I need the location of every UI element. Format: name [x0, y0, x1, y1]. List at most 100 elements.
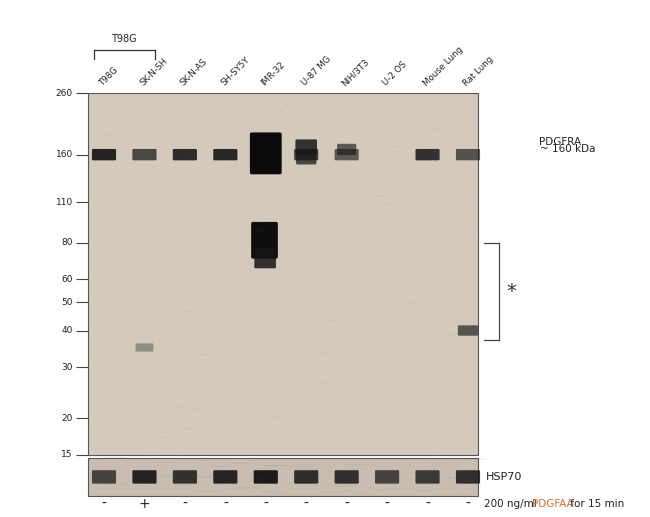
FancyBboxPatch shape — [389, 446, 395, 447]
FancyBboxPatch shape — [171, 130, 180, 131]
FancyBboxPatch shape — [157, 424, 162, 425]
FancyBboxPatch shape — [154, 465, 177, 466]
FancyBboxPatch shape — [187, 428, 194, 430]
FancyBboxPatch shape — [263, 465, 285, 466]
Text: 60: 60 — [61, 275, 73, 284]
FancyBboxPatch shape — [475, 485, 482, 487]
FancyBboxPatch shape — [254, 470, 278, 484]
FancyBboxPatch shape — [294, 149, 318, 160]
Text: Mouse Lung: Mouse Lung — [421, 45, 464, 88]
FancyBboxPatch shape — [294, 470, 318, 484]
FancyBboxPatch shape — [252, 479, 271, 480]
FancyBboxPatch shape — [214, 229, 217, 230]
Text: U-2 OS: U-2 OS — [381, 60, 408, 88]
FancyBboxPatch shape — [188, 269, 198, 270]
Text: T98G: T98G — [98, 65, 120, 88]
FancyBboxPatch shape — [464, 459, 487, 460]
FancyBboxPatch shape — [456, 149, 480, 160]
FancyBboxPatch shape — [177, 149, 185, 150]
FancyBboxPatch shape — [240, 391, 242, 392]
FancyBboxPatch shape — [274, 417, 280, 419]
FancyBboxPatch shape — [88, 458, 478, 496]
FancyBboxPatch shape — [347, 464, 364, 465]
FancyBboxPatch shape — [180, 421, 183, 422]
Text: PDGFAA: PDGFAA — [532, 499, 573, 509]
FancyBboxPatch shape — [200, 354, 207, 356]
FancyBboxPatch shape — [353, 282, 362, 283]
Text: -: - — [183, 497, 187, 511]
FancyBboxPatch shape — [350, 468, 369, 469]
FancyBboxPatch shape — [268, 493, 285, 494]
FancyBboxPatch shape — [337, 144, 356, 155]
FancyBboxPatch shape — [159, 475, 176, 476]
FancyBboxPatch shape — [231, 463, 252, 464]
FancyBboxPatch shape — [393, 146, 399, 148]
Text: 50: 50 — [61, 298, 73, 307]
FancyBboxPatch shape — [161, 153, 163, 155]
FancyBboxPatch shape — [209, 466, 226, 467]
FancyBboxPatch shape — [404, 163, 411, 164]
FancyBboxPatch shape — [122, 170, 125, 171]
FancyBboxPatch shape — [283, 351, 290, 352]
FancyBboxPatch shape — [451, 494, 469, 495]
Text: T98G: T98G — [111, 34, 137, 44]
FancyBboxPatch shape — [406, 302, 414, 303]
FancyBboxPatch shape — [281, 100, 286, 101]
FancyBboxPatch shape — [133, 470, 157, 484]
FancyBboxPatch shape — [300, 402, 304, 403]
FancyBboxPatch shape — [213, 149, 237, 160]
Text: SH-SY5Y: SH-SY5Y — [219, 56, 252, 88]
FancyBboxPatch shape — [375, 470, 399, 484]
FancyBboxPatch shape — [400, 459, 408, 460]
Text: -: - — [223, 497, 227, 511]
Text: 110: 110 — [55, 197, 73, 207]
Text: 20: 20 — [61, 414, 73, 423]
FancyBboxPatch shape — [213, 470, 237, 484]
FancyBboxPatch shape — [125, 195, 127, 196]
FancyBboxPatch shape — [405, 478, 423, 480]
FancyBboxPatch shape — [89, 313, 98, 314]
FancyBboxPatch shape — [243, 314, 246, 315]
FancyBboxPatch shape — [109, 243, 113, 244]
Text: SK-N-SH: SK-N-SH — [138, 57, 169, 88]
FancyBboxPatch shape — [436, 341, 438, 343]
FancyBboxPatch shape — [469, 127, 477, 128]
FancyBboxPatch shape — [350, 195, 354, 196]
FancyBboxPatch shape — [436, 463, 444, 464]
FancyBboxPatch shape — [344, 490, 356, 491]
FancyBboxPatch shape — [404, 163, 405, 165]
FancyBboxPatch shape — [378, 459, 396, 460]
Text: SK-N-AS: SK-N-AS — [179, 57, 209, 88]
FancyBboxPatch shape — [227, 174, 229, 175]
FancyBboxPatch shape — [292, 468, 317, 469]
FancyBboxPatch shape — [261, 491, 281, 492]
Text: 80: 80 — [61, 238, 73, 247]
FancyBboxPatch shape — [241, 420, 249, 421]
FancyBboxPatch shape — [92, 149, 116, 160]
FancyBboxPatch shape — [213, 272, 220, 273]
FancyBboxPatch shape — [88, 93, 478, 455]
Text: 40: 40 — [61, 326, 73, 335]
FancyBboxPatch shape — [257, 153, 258, 154]
FancyBboxPatch shape — [196, 476, 220, 477]
FancyBboxPatch shape — [196, 342, 198, 343]
FancyBboxPatch shape — [344, 116, 350, 117]
Text: IMR-32: IMR-32 — [259, 60, 287, 88]
FancyBboxPatch shape — [377, 477, 386, 478]
FancyBboxPatch shape — [413, 212, 419, 215]
FancyBboxPatch shape — [183, 311, 192, 312]
FancyBboxPatch shape — [331, 379, 337, 381]
FancyBboxPatch shape — [323, 374, 332, 375]
FancyBboxPatch shape — [161, 340, 164, 342]
FancyBboxPatch shape — [213, 364, 220, 365]
FancyBboxPatch shape — [124, 390, 125, 391]
FancyBboxPatch shape — [185, 257, 188, 258]
Text: ~ 160 kDa: ~ 160 kDa — [540, 144, 595, 155]
FancyBboxPatch shape — [226, 166, 235, 168]
FancyBboxPatch shape — [471, 195, 472, 196]
FancyBboxPatch shape — [261, 390, 263, 392]
FancyBboxPatch shape — [296, 153, 317, 164]
FancyBboxPatch shape — [333, 486, 355, 487]
FancyBboxPatch shape — [439, 159, 443, 160]
FancyBboxPatch shape — [168, 211, 176, 212]
